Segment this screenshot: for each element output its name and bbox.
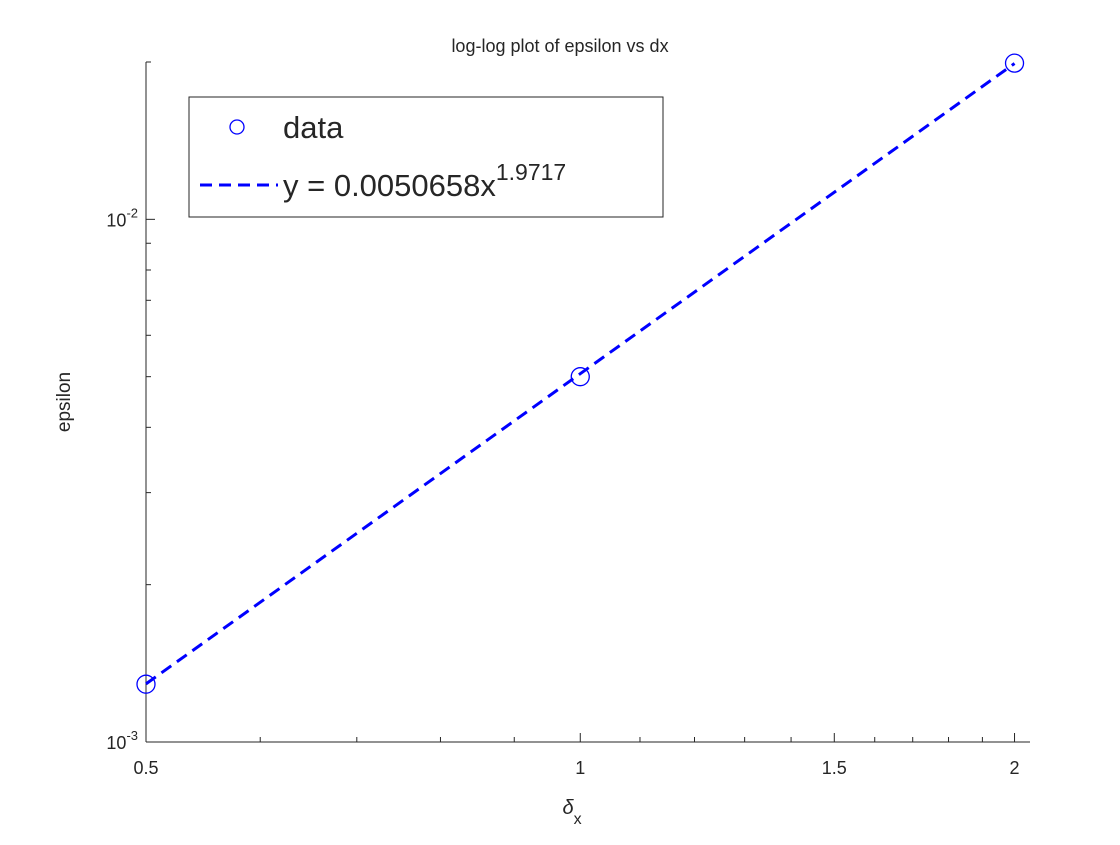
legend-box	[188, 96, 664, 218]
x-axis-label: δx	[562, 797, 581, 828]
x-axis-label-main: δ	[562, 797, 574, 819]
y-axis-label: epsilon	[54, 372, 75, 432]
chart-title: log-log plot of epsilon vs dx	[451, 36, 668, 56]
legend-label-main: data	[283, 110, 344, 145]
legend-label: data	[283, 110, 344, 145]
x-tick-label: 0.5	[133, 758, 158, 778]
x-tick-label: 1	[575, 758, 585, 778]
legend-label-main: y = 0.0050658x	[283, 168, 496, 203]
data-point	[136, 674, 156, 694]
x-tick-label: 1.5	[822, 758, 847, 778]
y-tick-label: 10-3	[106, 728, 138, 753]
y-tick-label-exponent: -3	[126, 728, 138, 743]
fit-line	[145, 62, 1016, 686]
legend-marker	[229, 119, 245, 135]
data-point	[1004, 53, 1025, 73]
y-tick-label-base: 10	[106, 733, 126, 753]
legend-label-superscript: 1.9717	[496, 159, 566, 185]
legend-label: y = 0.0050658x1.9717	[283, 159, 566, 203]
data-point	[570, 367, 590, 387]
x-tick-label: 2	[1010, 758, 1020, 778]
y-tick-label: 10-2	[106, 205, 138, 230]
y-tick-label-exponent: -2	[126, 205, 138, 220]
x-axis-label-subscript: x	[574, 811, 582, 828]
y-tick-label-base: 10	[106, 210, 126, 230]
